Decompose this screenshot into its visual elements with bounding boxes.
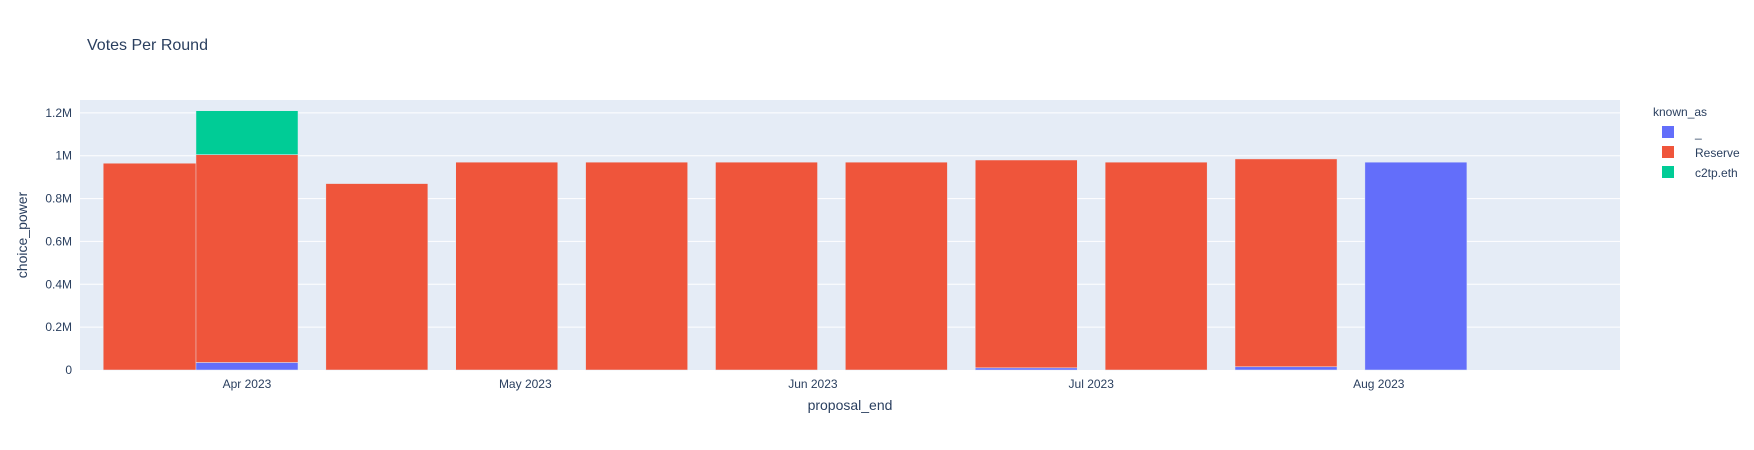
bar-reserve[interactable] xyxy=(845,161,948,371)
x-axis-ticks: Apr 2023 May 2023 Jun 2023 Jul 2023 Aug 2023 xyxy=(223,377,1405,391)
y-tick-label: 1.2M xyxy=(45,106,72,120)
legend-label[interactable]: c2tp.eth xyxy=(1695,166,1738,180)
bar-underscore[interactable] xyxy=(1364,161,1468,371)
bar-reserve[interactable] xyxy=(455,161,559,371)
bar-underscore[interactable] xyxy=(195,362,299,371)
x-axis-title: proposal_end xyxy=(808,397,893,413)
legend: known_as _ Reserve c2tp.eth xyxy=(1653,105,1740,180)
y-tick-label: 1M xyxy=(55,149,72,163)
x-tick-label: Jul 2023 xyxy=(1069,377,1115,391)
bar-underscore[interactable] xyxy=(974,367,1078,371)
y-tick-label: 0.8M xyxy=(45,192,72,206)
legend-swatch xyxy=(1662,126,1674,138)
legend-swatch xyxy=(1662,166,1674,178)
bar-underscore[interactable] xyxy=(1234,366,1338,371)
y-tick-label: 0 xyxy=(65,363,72,377)
bar-reserve[interactable] xyxy=(102,162,206,371)
y-tick-label: 0.2M xyxy=(45,320,72,334)
legend-label[interactable]: _ xyxy=(1694,126,1702,140)
bar-c2tp-eth[interactable] xyxy=(195,110,299,155)
chart-title: Votes Per Round xyxy=(87,37,208,54)
legend-label[interactable]: Reserve xyxy=(1695,146,1740,160)
y-tick-label: 0.6M xyxy=(45,234,72,248)
legend-title: known_as xyxy=(1653,105,1707,119)
bar-reserve[interactable] xyxy=(974,159,1078,369)
x-tick-label: May 2023 xyxy=(499,377,552,391)
bar-reserve[interactable] xyxy=(1234,158,1338,368)
x-tick-label: Jun 2023 xyxy=(788,377,838,391)
y-axis-title: choice_power xyxy=(14,191,30,278)
bar-reserve[interactable] xyxy=(195,154,299,363)
bar-reserve[interactable] xyxy=(1104,161,1208,371)
bar-reserve[interactable] xyxy=(325,183,429,371)
y-axis-ticks: 0 0.2M 0.4M 0.6M 0.8M 1M 1.2M xyxy=(45,106,72,377)
y-tick-label: 0.4M xyxy=(45,277,72,291)
x-tick-label: Aug 2023 xyxy=(1353,377,1405,391)
bar-reserve[interactable] xyxy=(585,161,688,371)
bar-reserve[interactable] xyxy=(715,161,818,371)
legend-swatch xyxy=(1662,146,1674,158)
x-tick-label: Apr 2023 xyxy=(223,377,272,391)
bars[interactable] xyxy=(102,110,1468,371)
